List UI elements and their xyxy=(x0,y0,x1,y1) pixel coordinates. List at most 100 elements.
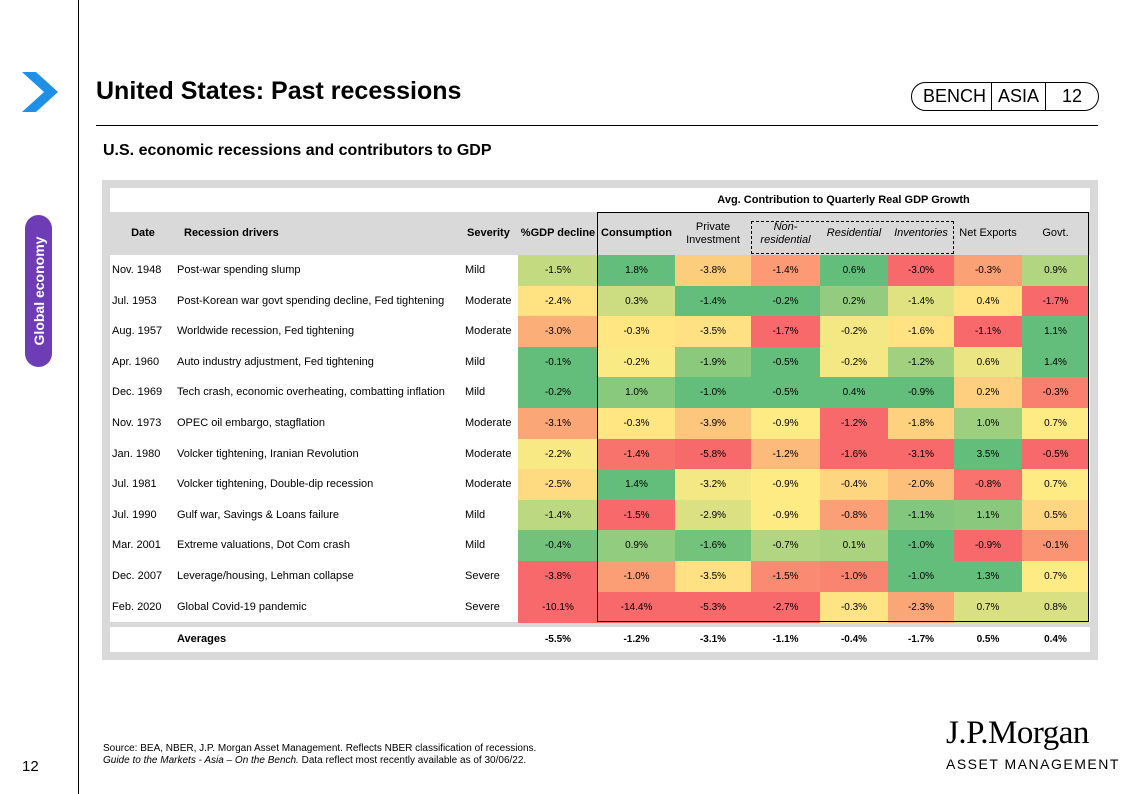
row-severity: Mild xyxy=(465,386,486,399)
row-consumption: -0.3% xyxy=(598,316,675,348)
row-net-exports: 0.4% xyxy=(954,285,1022,317)
row-residential: -0.2% xyxy=(820,316,888,348)
row-consumption: 0.9% xyxy=(598,530,675,562)
row-severity: Moderate xyxy=(465,447,512,460)
row-govt: 0.8% xyxy=(1022,591,1089,623)
table-subtitle: U.S. economic recessions and contributor… xyxy=(103,142,492,159)
avg-net-exports: 0.5% xyxy=(976,634,1000,645)
header-inventories: Inventories xyxy=(894,227,948,239)
row-net-exports: 1.1% xyxy=(954,499,1022,531)
row-inventories: -1.0% xyxy=(888,561,954,592)
source-note: Source: BEA, NBER, J.P. Morgan Asset Man… xyxy=(103,743,536,767)
row-date: Jul. 1953 xyxy=(112,294,157,307)
table-row: Jan. 1980 Volcker tightening, Iranian Rev… xyxy=(110,438,1090,470)
row-drivers: Extreme valuations, Dot Com crash xyxy=(177,539,351,552)
row-govt: 0.7% xyxy=(1022,408,1089,439)
header-gdp-decline: %GDP decline xyxy=(520,227,596,239)
row-net-exports: 1.3% xyxy=(954,561,1022,592)
row-private-investment: -1.6% xyxy=(675,530,751,562)
row-govt: 1.1% xyxy=(1022,316,1089,348)
row-private-investment: -3.9% xyxy=(675,408,751,439)
row-net-exports: 0.2% xyxy=(954,377,1022,409)
chevron-right-icon xyxy=(22,72,58,112)
row-non-residential: -1.4% xyxy=(751,255,820,286)
table-row: Nov. 1973 OPEC oil embargo, stagflation Mo… xyxy=(110,408,1090,439)
row-residential: 0.6% xyxy=(820,255,888,286)
row-residential: 0.4% xyxy=(820,377,888,409)
row-residential: -1.0% xyxy=(820,561,888,592)
header-private-investment: Private Investment xyxy=(686,220,740,246)
row-govt: 0.5% xyxy=(1022,499,1089,531)
row-date: Feb. 2020 xyxy=(112,600,162,613)
row-date: Apr. 1960 xyxy=(112,355,160,368)
row-severity: Moderate xyxy=(465,294,512,307)
avg-non-residential: -1.1% xyxy=(772,634,799,645)
row-non-residential: -0.9% xyxy=(751,469,820,501)
row-severity: Mild xyxy=(465,508,486,521)
row-private-investment: -2.9% xyxy=(675,499,751,531)
badge-region: ASIA xyxy=(992,83,1046,110)
row-residential: -1.6% xyxy=(820,438,888,470)
row-non-residential: -0.2% xyxy=(751,285,820,317)
row-gdp: -3.1% xyxy=(518,408,598,439)
row-drivers: Auto industry adjustment, Fed tightening xyxy=(177,355,374,368)
row-net-exports: 3.5% xyxy=(954,438,1022,470)
badge-page: 12 xyxy=(1061,86,1083,106)
group-header: Avg. Contribution to Quarterly Real GDP … xyxy=(717,194,970,206)
row-date: Jan. 1980 xyxy=(112,447,161,460)
row-non-residential: -0.7% xyxy=(751,530,820,562)
row-inventories: -3.0% xyxy=(888,255,954,286)
page-number: 12 xyxy=(22,758,39,775)
row-inventories: -1.4% xyxy=(888,285,954,317)
avg-gdp: -5.5% xyxy=(544,634,572,645)
jpmorgan-logo: J.P.Morgan xyxy=(946,715,1089,751)
row-residential: -1.2% xyxy=(820,408,888,439)
badge-bench: BENCH xyxy=(912,83,992,110)
row-non-residential: -0.9% xyxy=(751,499,820,531)
table-row: Mar. 2001 Extreme valuations, Dot Com cra… xyxy=(110,530,1090,562)
header-non-residential: Non-residential xyxy=(760,220,811,246)
row-gdp: -3.0% xyxy=(518,316,598,348)
row-private-investment: -5.8% xyxy=(675,438,751,470)
avg-consumption: -1.2% xyxy=(623,634,650,645)
row-drivers: Post-war spending slump xyxy=(177,264,301,276)
row-net-exports: -0.3% xyxy=(954,255,1022,286)
row-consumption: -0.2% xyxy=(598,346,675,378)
row-consumption: -1.0% xyxy=(598,561,675,592)
table-row: Jul. 1990 Gulf war, Savings & Loans failu… xyxy=(110,499,1090,531)
row-net-exports: 0.7% xyxy=(954,591,1022,623)
row-govt: -0.5% xyxy=(1022,438,1089,470)
avg-inventories: -1.7% xyxy=(907,634,935,645)
row-govt: -0.1% xyxy=(1022,530,1089,562)
row-severity: Mild xyxy=(465,539,486,552)
row-gdp: -0.4% xyxy=(518,530,598,562)
row-drivers: Tech crash, economic overheating, combat… xyxy=(177,386,445,399)
section-tab: Global economy xyxy=(25,215,52,367)
row-gdp: -10.1% xyxy=(518,591,598,623)
row-date: Jul. 1981 xyxy=(112,478,157,491)
row-residential: 0.2% xyxy=(820,285,888,317)
header-consumption: Consumption xyxy=(601,227,672,239)
row-inventories: -2.0% xyxy=(888,469,954,501)
source-line-2: Data reflect most recently available as … xyxy=(298,755,527,766)
row-date: Jul. 1990 xyxy=(112,508,157,521)
row-consumption: 1.0% xyxy=(598,377,675,409)
averages-separator xyxy=(110,622,1090,627)
asset-management-tagline: ASSET MANAGEMENT xyxy=(946,756,1120,772)
row-severity: Moderate xyxy=(465,325,512,338)
row-drivers: OPEC oil embargo, stagflation xyxy=(177,417,325,429)
row-residential: -0.4% xyxy=(820,469,888,501)
row-inventories: -0.9% xyxy=(888,377,954,409)
row-govt: 0.7% xyxy=(1022,469,1089,501)
row-non-residential: -1.2% xyxy=(751,438,820,470)
source-guide-title: Guide to the Markets - Asia – On the Ben… xyxy=(103,755,299,766)
row-severity: Mild xyxy=(465,264,486,276)
header-residential: Residential xyxy=(826,227,882,239)
row-residential: -0.3% xyxy=(820,591,888,623)
row-consumption: 1.4% xyxy=(598,469,675,501)
row-non-residential: -0.9% xyxy=(751,408,820,439)
row-private-investment: -1.4% xyxy=(675,285,751,317)
row-private-investment: -3.5% xyxy=(675,561,751,592)
row-non-residential: -0.5% xyxy=(751,377,820,409)
row-drivers: Post-Korean war govt spending decline, F… xyxy=(177,294,445,307)
